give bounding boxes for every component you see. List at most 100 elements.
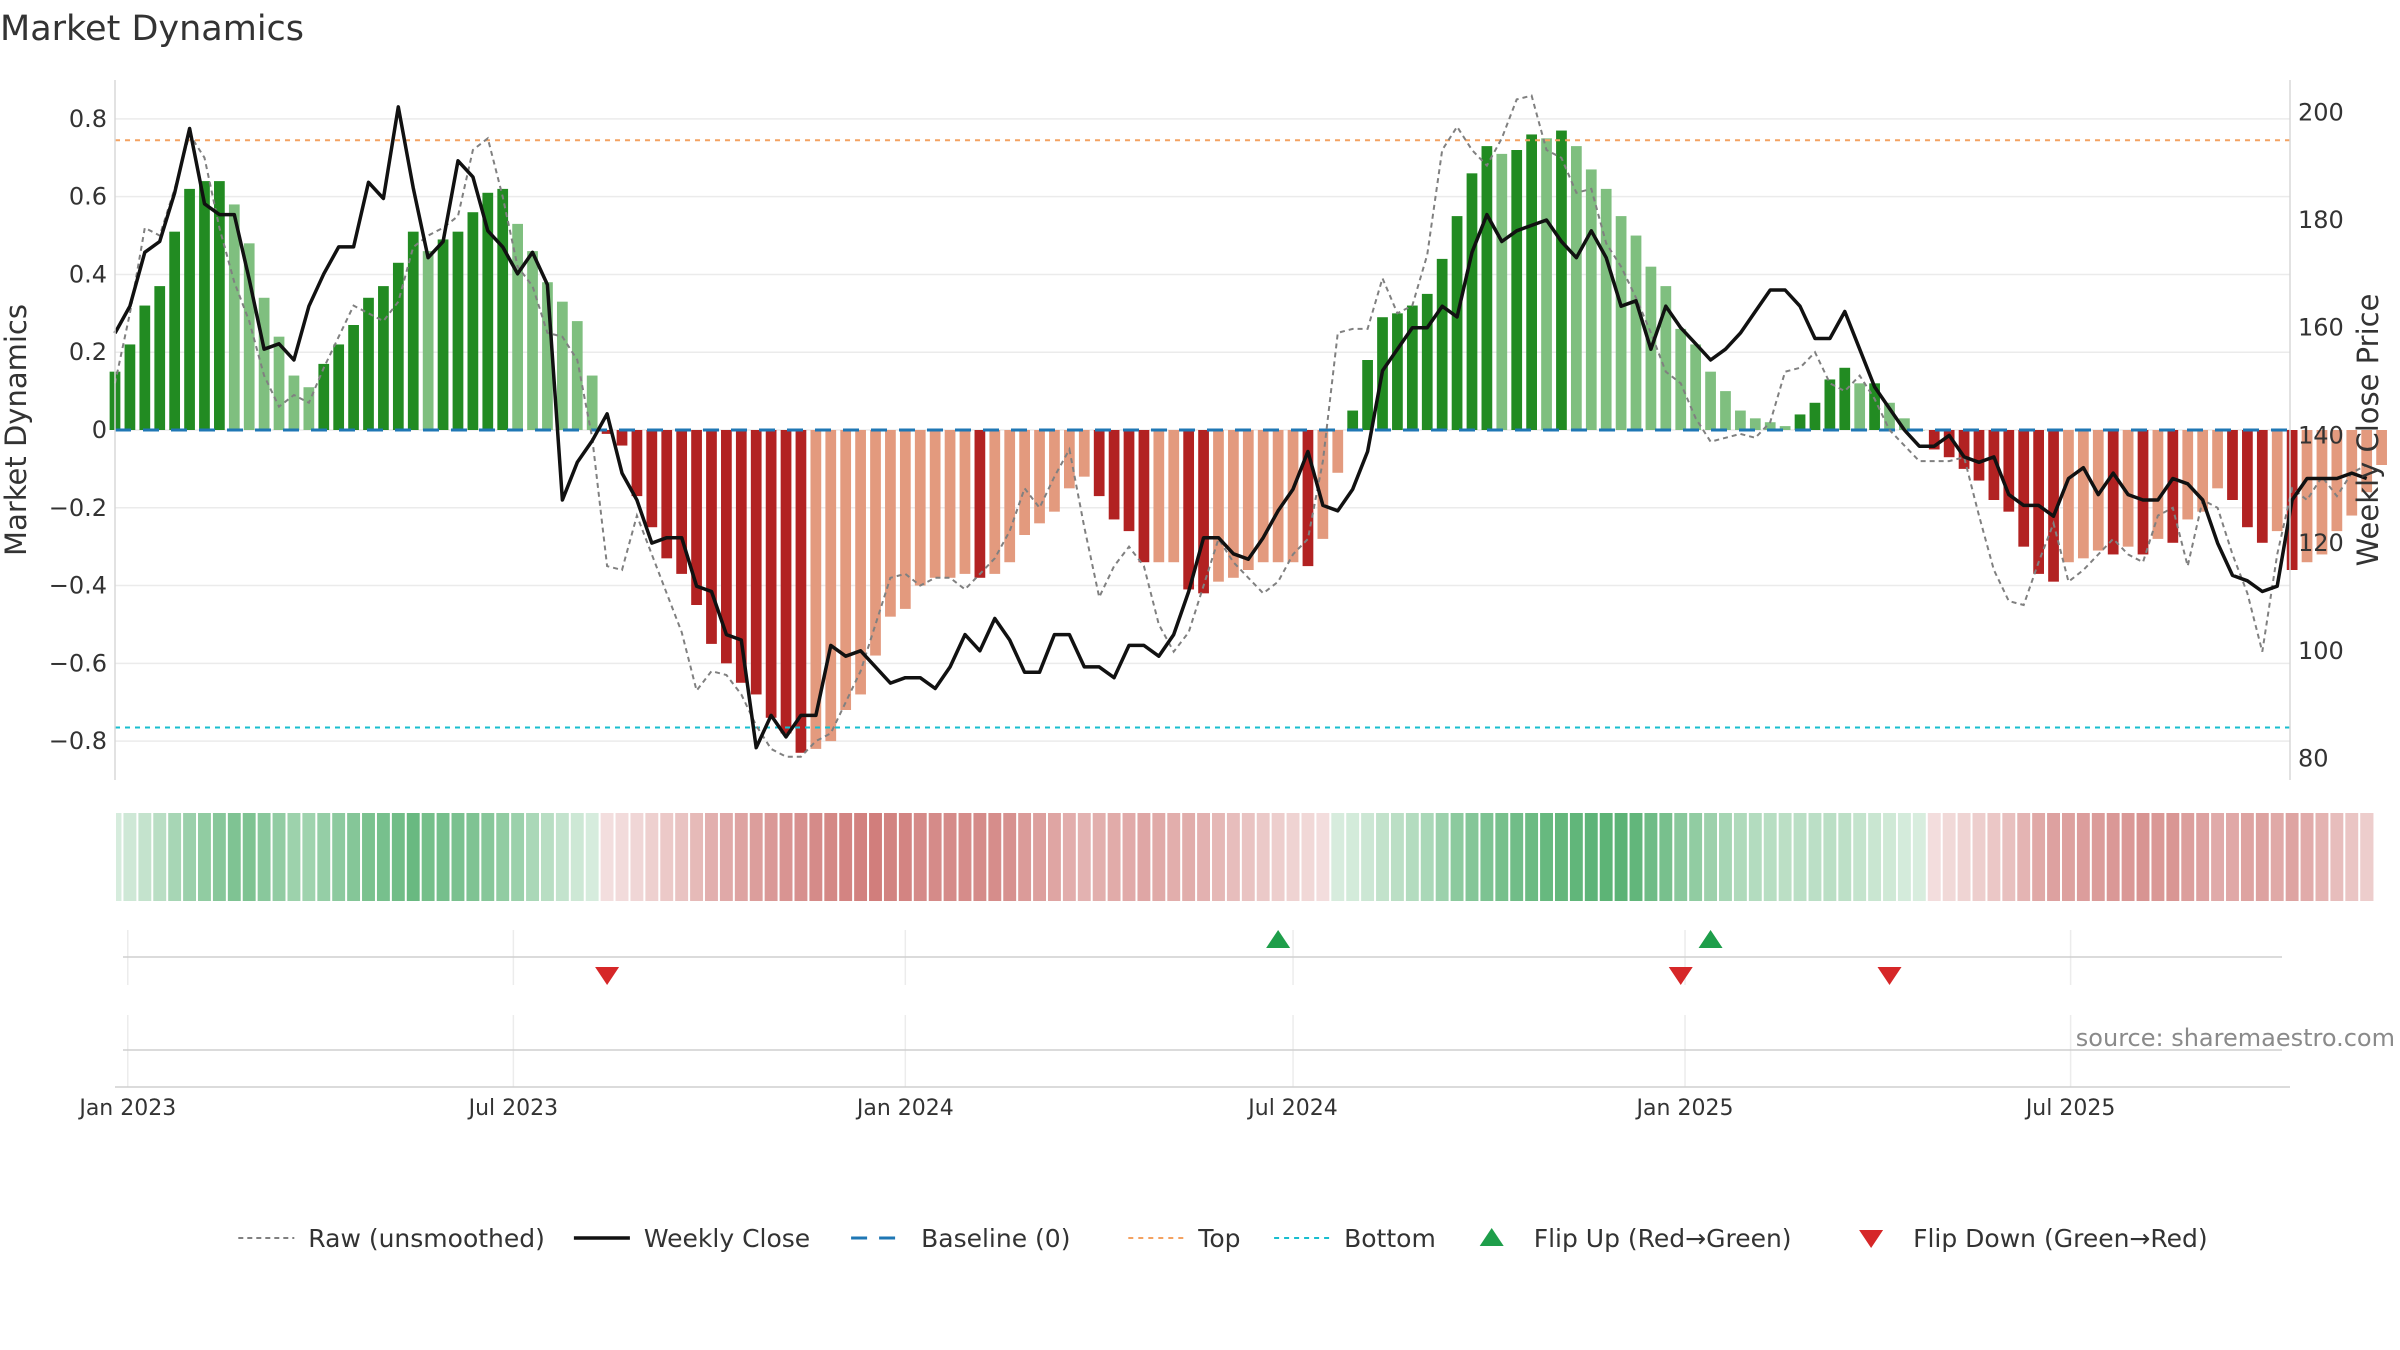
regime-cell — [1806, 811, 1824, 903]
regime-cell — [1210, 811, 1228, 903]
momentum-bar — [1228, 430, 1239, 578]
regime-cell — [1314, 811, 1332, 903]
momentum-bar — [1899, 418, 1910, 430]
momentum-bar — [139, 305, 151, 430]
regime-cell — [1165, 811, 1183, 903]
regime-cell — [1597, 811, 1615, 903]
y-tick-label: 0.8 — [69, 105, 107, 133]
regime-cell — [1060, 811, 1079, 903]
flip-up-marker — [1266, 930, 1291, 948]
momentum-bar — [2063, 430, 2074, 563]
x-tick-label: Jul 2024 — [1246, 1096, 1338, 1121]
x-tick-label: Jul 2025 — [2024, 1096, 2116, 1121]
regime-cell — [2209, 811, 2227, 903]
y-tick-label: 0.2 — [69, 338, 107, 366]
momentum-bar — [1302, 430, 1314, 567]
regime-cell — [792, 811, 810, 903]
flip-down-marker — [595, 967, 620, 985]
momentum-bar — [2033, 430, 2044, 574]
momentum-bar — [1168, 430, 1180, 563]
momentum-bar — [2197, 430, 2209, 512]
y-tick-label: −0.6 — [49, 649, 107, 677]
momentum-bar — [288, 375, 300, 430]
y-tick-label: −0.8 — [49, 727, 107, 755]
regime-cell — [2134, 811, 2152, 903]
regime-cell — [1746, 811, 1765, 903]
momentum-bar — [676, 430, 688, 574]
regime-cell — [255, 811, 273, 903]
regime-cell — [1463, 811, 1481, 903]
regime-cell — [971, 811, 989, 903]
regime-cell — [524, 811, 542, 903]
regime-cell — [762, 811, 780, 903]
momentum-bar — [1690, 344, 1702, 430]
regime-cell — [2030, 811, 2048, 903]
momentum-bar — [929, 430, 941, 578]
momentum-bar — [1153, 430, 1165, 563]
legend-label: Flip Down (Green→Red) — [1913, 1224, 2208, 1253]
momentum-bar — [1735, 410, 1746, 430]
momentum-bar — [870, 430, 881, 656]
source-label: source: sharemaestro.com — [2076, 1024, 2395, 1052]
regime-cell — [2074, 811, 2093, 903]
regime-cell — [330, 811, 348, 903]
regime-cell — [1284, 811, 1302, 903]
regime-cell — [285, 811, 303, 903]
momentum-bar — [1242, 430, 1254, 570]
momentum-bar — [1198, 430, 1209, 594]
y-tick-label: 0 — [92, 416, 107, 444]
regime-cell — [2298, 811, 2316, 903]
regime-cell — [2000, 811, 2018, 903]
momentum-bar — [452, 231, 464, 430]
regime-cell — [1851, 811, 1869, 903]
momentum-bar — [392, 262, 404, 430]
momentum-bar — [780, 430, 792, 734]
regime-cell — [852, 811, 870, 903]
momentum-bar — [586, 375, 598, 430]
regime-cell — [2015, 811, 2033, 903]
regime-cell — [717, 811, 736, 903]
momentum-bar — [2316, 430, 2328, 555]
momentum-bar — [1332, 430, 1344, 473]
regime-cell — [1180, 811, 1198, 903]
regime-cell — [1120, 811, 1138, 903]
momentum-bar — [1570, 146, 1582, 430]
regime-cell — [777, 811, 795, 903]
momentum-bar — [1317, 430, 1329, 539]
momentum-bar — [363, 297, 374, 430]
regime-cell — [419, 811, 437, 903]
momentum-bar — [1988, 430, 2000, 500]
regime-cell — [1538, 811, 1556, 903]
regime-cell — [1642, 811, 1660, 903]
regime-cell — [225, 811, 244, 903]
series-lines — [113, 94, 2368, 758]
momentum-bar — [750, 430, 762, 695]
regime-cell — [732, 811, 751, 903]
momentum-bar — [1093, 430, 1105, 497]
legend-label: Weekly Close — [644, 1224, 810, 1253]
momentum-bar — [2137, 430, 2149, 555]
momentum-bar — [944, 430, 956, 578]
momentum-bar — [795, 430, 807, 753]
regime-cell — [1448, 811, 1466, 903]
legend-item-flipdown: Flip Down (Green→Red) — [1859, 1224, 2208, 1253]
momentum-bar — [1928, 430, 1940, 450]
regime-cell — [1866, 811, 1884, 903]
momentum-bar — [1436, 258, 1448, 430]
momentum-bar — [885, 430, 896, 617]
momentum-bar — [154, 286, 166, 430]
regime-cell — [1881, 811, 1899, 903]
momentum-bar — [1183, 430, 1195, 590]
momentum-bar — [2301, 430, 2313, 563]
regime-cell — [1150, 811, 1168, 903]
regime-cell — [688, 811, 706, 903]
regime-cell — [2089, 811, 2108, 903]
regime-cell — [1418, 811, 1436, 903]
regime-cell — [1657, 811, 1675, 903]
regime-cell — [121, 811, 139, 903]
legend-label: Raw (unsmoothed) — [308, 1224, 545, 1253]
momentum-bar — [214, 181, 225, 430]
regime-cell — [2343, 811, 2361, 903]
regime-cell — [509, 811, 527, 903]
momentum-bar — [2003, 430, 2015, 512]
